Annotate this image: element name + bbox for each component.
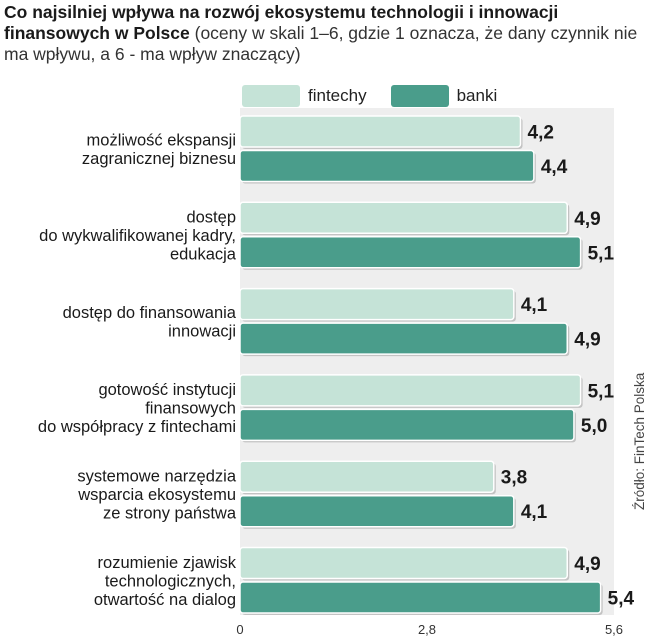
category-label: wsparcia ekosystemu <box>77 486 236 504</box>
bar-fintechy-4 <box>239 374 582 407</box>
plot-panel <box>240 108 614 615</box>
category-label: technologicznych, <box>105 572 236 590</box>
value-label-fintechy-4: 5,1 <box>588 381 615 402</box>
bar-fintechy-3 <box>239 287 515 321</box>
chart-subtitle: (oceny w skali 1–6, gdzie 1 oznacza, że … <box>4 23 638 64</box>
bar-fintechy-6 <box>239 546 568 580</box>
x-tick-label: 0 <box>236 622 243 637</box>
category-label: ze strony państwa <box>103 504 237 522</box>
chart-title: Co najsilniej wpływa na rozwój ekosystem… <box>4 2 559 43</box>
category-label: dostęp do finansowania <box>63 304 237 322</box>
bar-banki-6 <box>239 581 602 614</box>
category-label: edukacja <box>170 246 237 264</box>
legend-item-banki: banki <box>390 85 498 107</box>
category-label: zagranicznej biznesu <box>82 150 236 168</box>
chart-header: Co najsilniej wpływa na rozwój ekosystem… <box>4 2 644 65</box>
value-label-fintechy-1: 4,2 <box>528 123 554 144</box>
bar-banki-3 <box>239 322 568 355</box>
value-label-banki-3: 4,9 <box>574 330 600 351</box>
category-label: finansowych <box>145 400 236 418</box>
legend: fintechy banki <box>242 84 521 108</box>
value-label-banki-5: 4,1 <box>521 502 548 523</box>
bar-banki-4 <box>239 408 575 442</box>
value-label-fintechy-3: 4,1 <box>521 295 548 316</box>
bar-banki-1 <box>239 149 535 183</box>
category-label: do wykwalifikowanej kadry, <box>39 227 236 245</box>
value-label-banki-1: 4,4 <box>541 157 568 178</box>
category-label: dostęp <box>186 209 236 227</box>
value-label-fintechy-5: 3,8 <box>501 468 527 489</box>
bar-banki-2 <box>239 236 582 269</box>
value-label-fintechy-2: 4,9 <box>574 209 600 230</box>
legend-item-fintechy: fintechy <box>242 85 367 107</box>
category-label: innowacji <box>168 323 236 341</box>
bar-fintechy-5 <box>239 460 495 493</box>
category-label: gotowość instytucji <box>98 381 236 399</box>
category-label: otwartość na dialog <box>94 591 236 609</box>
category-label: systemowe narzędzia <box>77 467 236 485</box>
bar-banki-5 <box>239 494 515 528</box>
value-label-banki-4: 5,0 <box>581 416 607 437</box>
category-label: do współpracy z fintechami <box>38 418 236 436</box>
category-label: możliwość ekspansji <box>87 132 236 150</box>
legend-swatch-banki <box>390 85 449 107</box>
legend-label-fintechy: fintechy <box>308 86 367 105</box>
value-label-banki-6: 5,4 <box>608 589 635 610</box>
x-tick-label: 5,6 <box>605 622 623 637</box>
legend-label-banki: banki <box>456 86 498 105</box>
x-tick-label: 2,8 <box>418 622 436 637</box>
value-label-fintechy-6: 4,9 <box>574 554 600 575</box>
bar-fintechy-2 <box>239 201 568 235</box>
bar-fintechy-1 <box>239 115 522 148</box>
value-label-banki-2: 5,1 <box>588 243 615 264</box>
source-note: Źródło: FinTech Polska <box>632 372 647 510</box>
legend-swatch-fintechy <box>242 85 300 107</box>
category-label: rozumienie zjawisk <box>98 554 237 572</box>
